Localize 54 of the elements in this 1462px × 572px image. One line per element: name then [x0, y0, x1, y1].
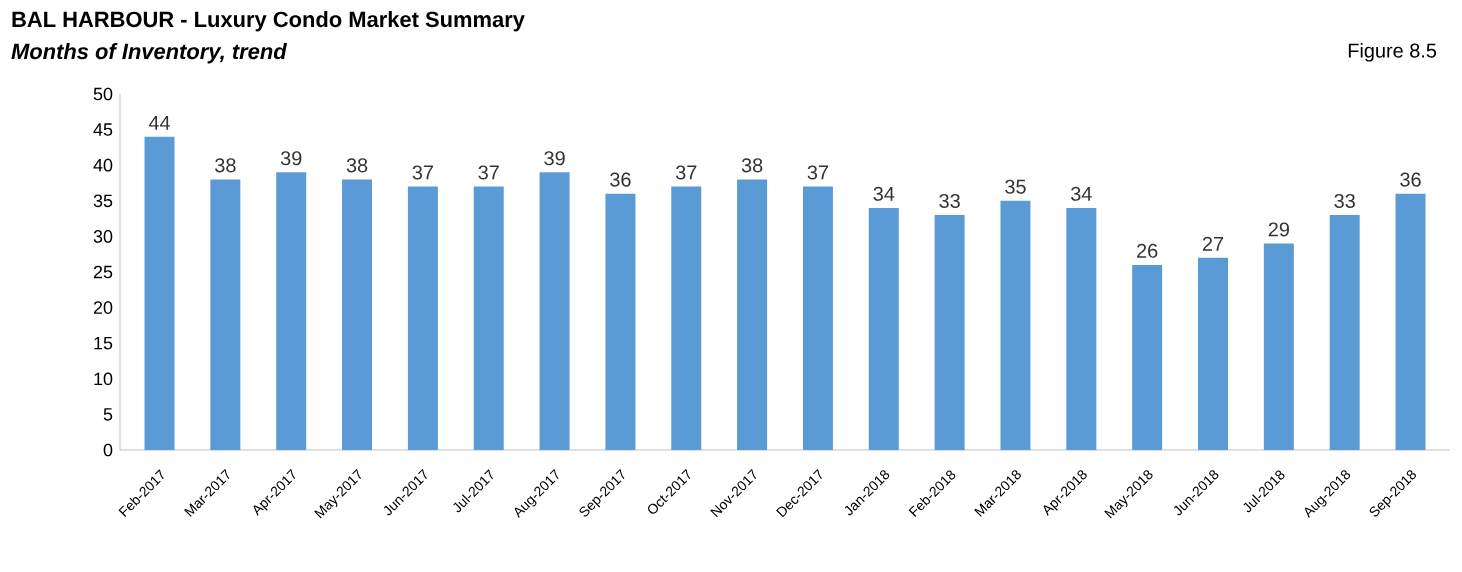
data-label: 44: [148, 115, 171, 130]
data-label: 38: [741, 158, 763, 173]
bar: [1000, 200, 1031, 450]
y-tick-label: 20: [93, 301, 113, 314]
data-label: 38: [346, 158, 368, 173]
y-tick-label: 10: [94, 372, 113, 386]
data-label: 37: [478, 165, 499, 180]
data-label: 37: [412, 165, 433, 180]
bar: [210, 179, 241, 450]
data-label: 37: [675, 165, 697, 180]
bar: [737, 179, 768, 450]
bar: [342, 179, 373, 450]
chart-title: BAL HARBOUR - Luxury Condo Market Summary: [12, 11, 525, 32]
data-label: 37: [807, 165, 829, 180]
bar: [1197, 257, 1228, 450]
chart-subtitle: Months of Inventory, trend: [11, 43, 287, 64]
bar: [473, 186, 504, 450]
data-label: 34: [873, 186, 895, 201]
bar: [407, 186, 438, 450]
data-label: 27: [1202, 236, 1224, 251]
bar: [671, 186, 702, 450]
data-label: 39: [544, 151, 565, 166]
y-tick-label: 50: [93, 87, 113, 101]
caption: Figure 8.5: [1348, 43, 1437, 62]
bar: [1395, 193, 1426, 450]
y-tick-label: 30: [93, 230, 113, 243]
data-label: 39: [280, 151, 302, 166]
y-tick-label: 25: [93, 265, 113, 279]
y-tick-label: 45: [93, 123, 113, 136]
bar: [605, 193, 636, 450]
bar: [1263, 243, 1294, 450]
data-label: 38: [215, 158, 236, 173]
y-tick-label: 35: [93, 194, 113, 208]
data-label: 36: [1400, 172, 1421, 187]
bar: [276, 172, 307, 450]
bar: [1132, 264, 1163, 450]
bar: [1329, 215, 1360, 450]
y-tick-label: 15: [94, 336, 113, 350]
y-tick-label: 0: [103, 443, 113, 457]
bar: [802, 186, 833, 450]
data-label: 35: [1005, 179, 1026, 194]
data-label: 26: [1137, 243, 1158, 258]
y-tick-label: 40: [93, 158, 113, 172]
y-tick-label: 5: [103, 408, 113, 421]
data-label: 33: [939, 193, 960, 208]
bar: [1066, 207, 1097, 450]
bar: [144, 136, 175, 450]
data-label: 33: [1334, 193, 1355, 208]
bar: [539, 172, 570, 450]
data-label: 36: [610, 172, 631, 187]
data-label: 29: [1268, 222, 1289, 237]
data-label: 34: [1070, 186, 1092, 201]
bar: [868, 207, 899, 450]
bar: [934, 215, 965, 450]
